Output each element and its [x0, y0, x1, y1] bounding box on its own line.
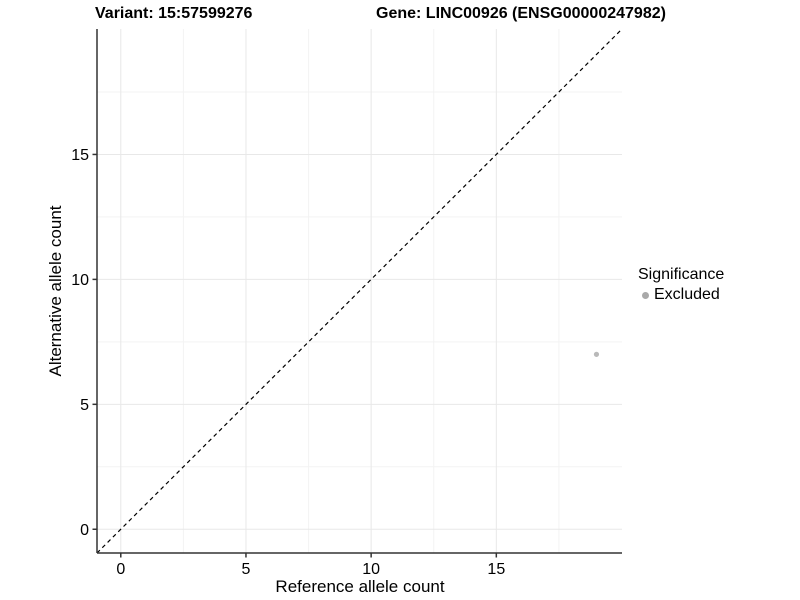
x-tick-label: 0 — [116, 561, 125, 578]
y-axis-title: Alternative allele count — [46, 205, 65, 377]
variant-title: Variant: 15:57599276 — [95, 5, 253, 22]
x-tick-label: 5 — [242, 561, 251, 578]
gene-title: Gene: LINC00926 (ENSG00000247982) — [376, 5, 666, 22]
x-axis-title: Reference allele count — [275, 577, 445, 596]
y-tick-label: 10 — [71, 272, 89, 289]
legend: Significance Excluded — [638, 266, 724, 304]
y-tick-label: 5 — [80, 397, 89, 414]
legend-item-label: Excluded — [654, 286, 720, 303]
legend-item-excluded: Excluded — [638, 286, 724, 304]
y-tick-label: 15 — [71, 147, 89, 164]
y-tick-label: 0 — [80, 522, 89, 539]
x-tick-label: 15 — [487, 561, 505, 578]
excluded-point-icon — [642, 291, 649, 299]
x-tick-label: 10 — [362, 561, 380, 578]
legend-title: Significance — [638, 266, 725, 283]
identity-dashed-line — [96, 28, 623, 554]
data-point-excluded — [593, 351, 600, 357]
